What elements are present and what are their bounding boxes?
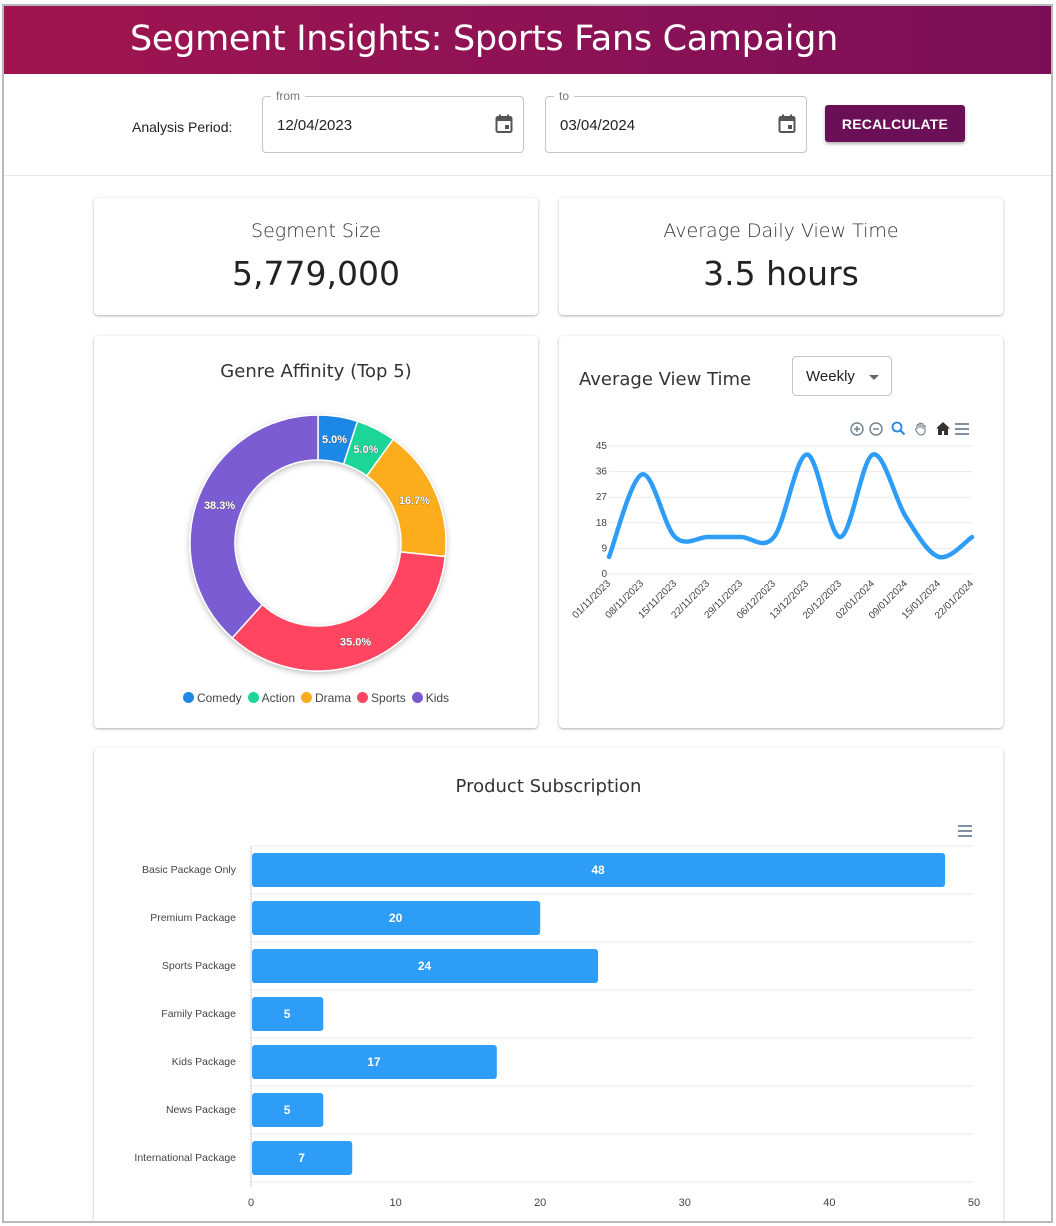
donut-slice-sports[interactable] <box>231 551 447 672</box>
from-date-value: 12/04/2023 <box>277 117 353 134</box>
dashboard-frame: Segment Insights: Sports Fans Campaign A… <box>2 4 1053 1223</box>
legend-label: Action <box>261 691 295 705</box>
genre-donut-chart: 5.0% 5.0% 16.7% 35.0% 38.3% <box>189 414 447 672</box>
interval-select[interactable]: Weekly <box>792 356 892 396</box>
bar-value-label: 5 <box>284 1103 291 1117</box>
bar-category-label: International Package <box>134 1152 236 1164</box>
y-tick-label: 27 <box>596 492 608 503</box>
legend-marker <box>247 692 259 703</box>
legend-marker <box>411 692 423 703</box>
bar-category-label: Family Package <box>161 1008 236 1020</box>
selection-zoom-icon[interactable] <box>891 421 906 436</box>
genre-affinity-card: Genre Affinity (Top 5) 5.0% 5.0% 16.7% 35.0… <box>94 336 538 728</box>
menu-icon[interactable] <box>957 824 973 838</box>
bar-basic-package-only[interactable] <box>252 853 946 887</box>
calendar-icon[interactable] <box>495 114 513 134</box>
to-date-label: to <box>554 89 575 103</box>
pan-hand-icon[interactable] <box>913 421 928 436</box>
x-tick-label: 40 <box>823 1197 835 1209</box>
zoom-in-icon[interactable] <box>850 422 864 436</box>
y-tick-label: 36 <box>596 467 608 478</box>
chart-toolbar <box>848 421 978 437</box>
legend-item-comedy[interactable]: Comedy <box>182 691 242 705</box>
donut-data-label: 5.0% <box>353 444 378 456</box>
bar-news-package[interactable] <box>252 1093 324 1127</box>
calendar-icon[interactable] <box>778 114 796 134</box>
legend-marker <box>182 692 194 703</box>
legend-item-drama[interactable]: Drama <box>301 691 351 705</box>
zoom-out-icon[interactable] <box>869 422 883 436</box>
legend-item-kids[interactable]: Kids <box>411 691 450 705</box>
analysis-period-label: Analysis Period: <box>132 119 233 135</box>
interval-select-value: Weekly <box>806 368 855 385</box>
to-date-field[interactable]: to 03/04/2024 <box>545 89 807 153</box>
bar-value-label: 17 <box>367 1055 381 1069</box>
legend-item-action[interactable]: Action <box>247 691 295 705</box>
y-tick-label: 18 <box>596 518 608 529</box>
bar-international-package[interactable] <box>252 1141 353 1175</box>
bar-category-label: Basic Package Only <box>142 864 237 876</box>
to-date-value: 03/04/2024 <box>560 117 636 134</box>
from-date-label: from <box>271 89 305 103</box>
bar-category-label: News Package <box>166 1104 236 1116</box>
donut-data-label: 38.3% <box>204 500 235 512</box>
product-subscription-title: Product Subscription <box>455 776 642 797</box>
y-tick-label: 0 <box>601 569 607 580</box>
bar-kids-package[interactable] <box>252 1045 497 1079</box>
page-header: Segment Insights: Sports Fans Campaign <box>4 6 1051 74</box>
segment-size-title: Segment Size <box>251 220 381 242</box>
menu-icon[interactable] <box>954 422 970 436</box>
legend-marker <box>301 692 312 703</box>
bar-value-label: 7 <box>298 1151 305 1165</box>
bar-sports-package[interactable] <box>252 949 599 983</box>
x-tick-label: 30 <box>679 1197 691 1209</box>
bar-premium-package[interactable] <box>252 901 541 935</box>
view-time-series-line <box>606 452 975 560</box>
legend-label: Comedy <box>196 691 242 705</box>
legend-label: Drama <box>315 691 352 705</box>
legend-marker <box>357 692 369 703</box>
donut-data-label: 16.7% <box>399 495 430 507</box>
bar-category-label: Kids Package <box>172 1056 236 1068</box>
from-date-field[interactable]: from 12/04/2023 <box>262 89 524 153</box>
bar-value-label: 5 <box>284 1007 291 1021</box>
legend-item-sports[interactable]: Sports <box>357 691 406 705</box>
segment-size-value: 5,779,000 <box>232 254 400 293</box>
legend-label: Kids <box>425 691 450 705</box>
y-tick-label: 9 <box>601 543 607 554</box>
legend-label: Sports <box>371 691 406 705</box>
genre-legend: Comedy Action Drama Sports Kids <box>94 691 538 705</box>
bar-family-package[interactable] <box>252 997 324 1031</box>
avg-daily-view-title: Average Daily View Time <box>663 220 899 242</box>
genre-affinity-title: Genre Affinity (Top 5) <box>220 361 412 382</box>
bar-value-label: 48 <box>591 863 605 877</box>
bar-value-label: 20 <box>389 911 403 925</box>
avg-daily-view-card: Average Daily View Time 3.5 hours <box>559 198 1003 315</box>
donut-data-label: 5.0% <box>322 434 347 446</box>
bar-category-label: Premium Package <box>150 912 236 924</box>
recalculate-button[interactable]: RECALCULATE <box>825 105 965 142</box>
x-tick-label: 10 <box>389 1197 401 1209</box>
segment-size-card: Segment Size 5,779,000 <box>94 198 538 315</box>
product-subscription-bar-chart: Basic Package Only Premium Package Sports … <box>134 845 980 1209</box>
donut-slice-kids[interactable] <box>189 414 319 640</box>
view-time-title: Average View Time <box>579 369 752 390</box>
y-tick-label: 45 <box>596 441 608 452</box>
x-tick-label: 20 <box>534 1197 546 1209</box>
x-tick-label: 50 <box>968 1197 980 1209</box>
view-time-card: Average View Time Weekly 0 9 18 27 36 45 01/1… <box>559 336 1003 728</box>
avg-daily-view-value: 3.5 hours <box>703 254 859 293</box>
page-title: Segment Insights: Sports Fans Campaign <box>130 19 838 59</box>
bar-category-label: Sports Package <box>162 960 236 972</box>
bar-value-label: 24 <box>418 959 432 973</box>
filter-toolbar: Analysis Period: from 12/04/2023 to 03/0… <box>4 74 1051 176</box>
chevron-down-icon <box>869 375 879 380</box>
home-reset-icon[interactable] <box>935 421 951 436</box>
product-subscription-card: Product Subscription Basic Package Only P… <box>94 748 1003 1221</box>
donut-data-label: 35.0% <box>340 637 371 649</box>
x-tick-label: 0 <box>248 1197 254 1209</box>
